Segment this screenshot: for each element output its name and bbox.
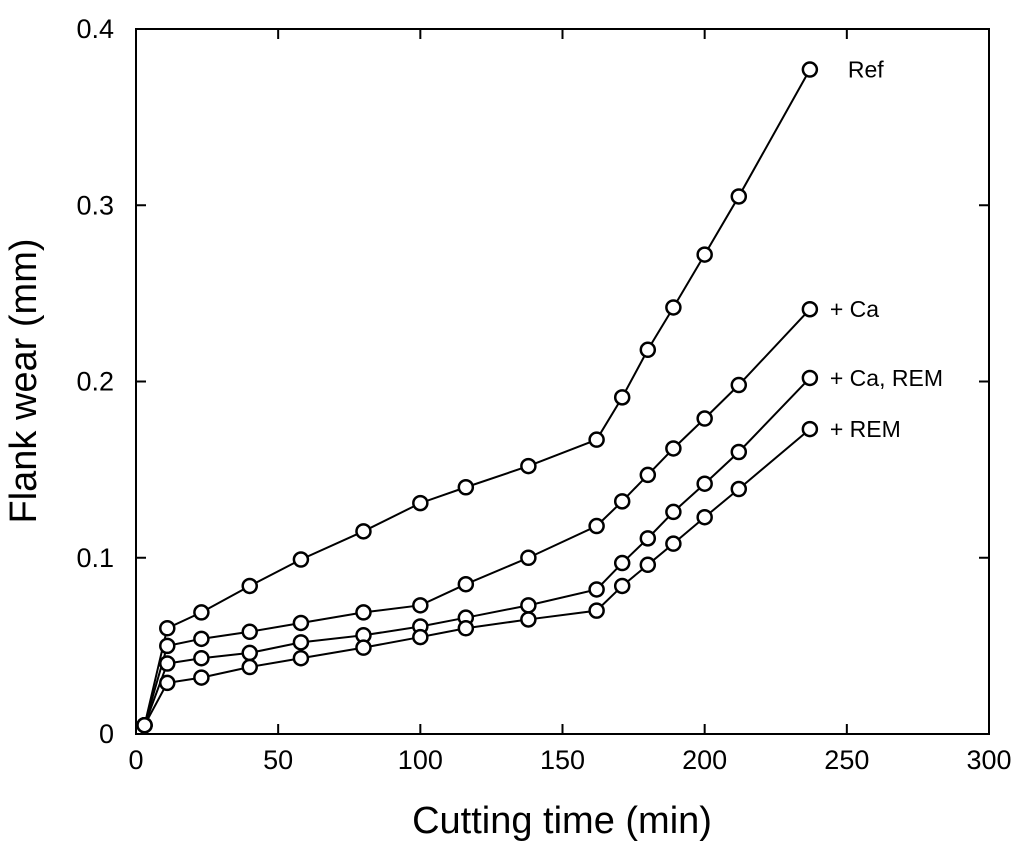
data-point [159,620,176,637]
data-point [613,389,631,406]
series-label-ref: Ref [848,57,884,83]
series-line-ca [143,308,811,726]
x-tick-label: 100 [398,745,443,775]
data-point [241,623,258,641]
y-axis-title: Flank wear (mm) [3,238,45,523]
data-point [355,523,372,540]
series-line-ref [143,69,811,726]
data-point [730,376,748,394]
data-point [801,369,819,387]
data-point [730,188,748,205]
data-point [801,300,819,318]
y-tick-label: 0.2 [76,367,114,397]
data-point [801,61,819,78]
data-point [136,716,153,734]
data-point [159,637,176,655]
y-tick-label: 0 [99,719,114,749]
data-point [292,649,310,667]
data-point [457,479,475,496]
data-point [520,597,537,614]
data-point [639,466,657,484]
data-point [665,299,682,316]
x-tick-label: 250 [824,745,869,775]
data-point [193,604,210,621]
data-point [730,443,748,461]
y-tick-label: 0.1 [76,543,114,573]
data-point [193,669,210,686]
data-point [520,549,537,566]
data-point [801,420,819,438]
data-point [696,475,713,492]
data-point [520,611,537,628]
data-point [665,440,682,457]
data-point [412,494,429,512]
data-point [639,556,657,574]
data-point [588,581,605,598]
data-point [588,602,605,619]
data-point [292,551,310,568]
data-point [241,577,258,595]
y-tick-label: 0.4 [76,14,114,44]
x-tick-label: 50 [263,745,293,775]
x-axis-title: Cutting time (min) [412,800,712,842]
series-ca-rem [136,369,819,734]
x-tick-label: 150 [540,745,585,775]
x-tick-label: 200 [682,745,727,775]
data-point [588,517,605,535]
data-point [457,620,475,637]
axis-ticks: 0 50 100 150 200 250 300 0 0.1 0.2 0.3 0.4 [76,14,1011,775]
data-point [355,604,372,621]
data-point [412,597,429,614]
data-point [613,493,631,510]
data-point [241,644,258,662]
x-tick-label: 0 [128,745,143,775]
data-point [696,410,713,427]
data-point [457,575,475,593]
data-point [520,457,537,475]
data-point [412,628,429,646]
data-point [639,341,657,359]
data-point [292,634,310,651]
x-tick-label: 300 [966,745,1011,775]
data-point [613,577,631,595]
series-ref [136,61,819,734]
data-point [613,554,631,572]
series-ca [136,300,819,734]
data-point [730,480,748,498]
series-line-ca-rem [143,377,811,726]
data-point [665,535,682,552]
series-rem [136,420,819,734]
data-point [696,246,713,263]
data-point [355,639,372,656]
y-tick-label: 0.3 [76,190,114,220]
data-point [241,658,258,676]
data-point [696,508,713,526]
data-point [665,503,682,521]
data-point [193,630,210,648]
series-label-ca-rem: + Ca, REM [830,365,943,391]
series-label-ca: + Ca [830,296,879,322]
data-point [159,655,176,672]
series-label-rem: + REM [830,416,901,442]
data-point [292,614,310,632]
data-point [639,530,657,547]
data-point [588,431,605,448]
series-labels: Ref + Ca + Ca, REM + REM [830,57,943,443]
series-line-rem [143,428,811,726]
data-series [136,61,819,734]
data-point [159,674,176,692]
data-point [193,649,210,667]
